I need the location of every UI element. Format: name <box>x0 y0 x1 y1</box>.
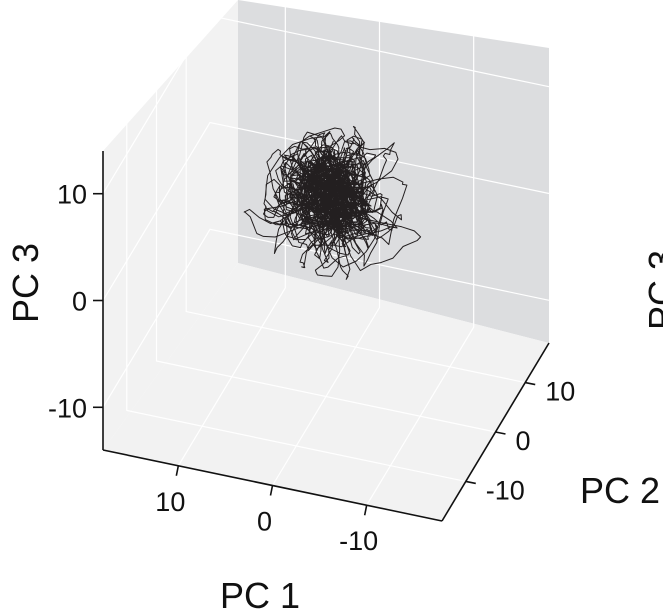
grid-y-2 <box>126 111 466 483</box>
tick-marks <box>93 192 536 516</box>
x-tick-1 <box>269 485 274 496</box>
x-tick-label-1: 0 <box>257 507 272 537</box>
clipped-z-label: PC 3 <box>641 250 663 330</box>
trajectory-line <box>243 125 422 280</box>
grid-z-2 <box>102 228 550 408</box>
grid-z-1 <box>102 121 550 301</box>
y-axis-label: PC 2 <box>580 470 660 511</box>
left-pane <box>103 0 238 450</box>
grid-x-2 <box>366 28 475 506</box>
x-tick-label-0: 10 <box>155 487 185 517</box>
z-tick-label-2: -10 <box>48 393 87 423</box>
floor-pane <box>103 263 549 521</box>
y-tick-1 <box>495 431 506 435</box>
x-tick-0 <box>175 465 180 476</box>
grid-y-0 <box>185 12 526 384</box>
x-axis-label: PC 1 <box>220 575 300 615</box>
z-tick-label-1: 0 <box>72 287 87 317</box>
grid-x-0 <box>177 0 286 467</box>
y-tick-label-1: 0 <box>516 426 531 456</box>
y-tick-label-2: -10 <box>486 475 525 505</box>
z-axis-label: PC 3 <box>5 243 46 323</box>
y-tick-0 <box>525 381 536 386</box>
z-tick-label-0: 10 <box>57 180 87 210</box>
data-trajectory <box>243 125 422 280</box>
back-pane <box>238 0 549 343</box>
x-tick-label-2: -10 <box>339 526 378 556</box>
grid-lines <box>102 0 550 506</box>
grid-z-0 <box>102 15 550 195</box>
axis-text: 10 0 -10 10 0 -10 10 0 -10 PC 1 PC 2 PC 3 PC 3 <box>5 180 663 615</box>
y-tick-2 <box>465 480 476 485</box>
y-tick-label-0: 10 <box>545 377 575 407</box>
grid-y-1 <box>155 62 496 433</box>
grid-x-1 <box>271 8 381 486</box>
x-tick-2 <box>363 505 368 516</box>
